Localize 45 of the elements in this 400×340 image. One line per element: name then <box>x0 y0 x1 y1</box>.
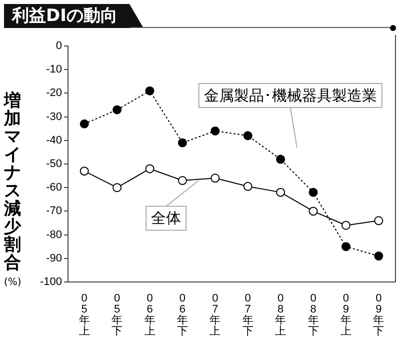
x-tick-label: 08年上 <box>275 292 286 338</box>
point <box>210 126 220 136</box>
point <box>145 86 154 96</box>
point <box>145 164 154 174</box>
point <box>341 242 350 252</box>
x-tick-label: 09年上 <box>340 292 352 338</box>
y-tick-label: -30 <box>46 110 62 123</box>
text: 増加マイナス減少割合(%) <box>4 91 22 288</box>
point <box>243 131 252 140</box>
point <box>276 154 286 164</box>
y-tick-label: -90 <box>46 252 62 264</box>
x-tick-label: 05年上 <box>78 292 90 338</box>
point <box>178 138 187 148</box>
x-tick-label: 06年上 <box>144 292 156 338</box>
point <box>243 182 252 191</box>
point <box>308 188 318 197</box>
x-tick-label: 06年下 <box>176 292 188 338</box>
y-tick-label: -80 <box>46 228 62 241</box>
point <box>210 174 220 183</box>
point <box>178 176 187 186</box>
point <box>374 252 384 261</box>
y-tick-label: -10 <box>46 64 62 76</box>
point <box>80 119 89 128</box>
point <box>112 183 122 192</box>
point <box>276 188 286 197</box>
series-label: 全体 <box>151 209 182 228</box>
y-tick-label: -100 <box>40 276 62 288</box>
x-tick-label: 07年上 <box>210 292 221 338</box>
x-tick-label: 09年下 <box>373 292 384 338</box>
y-tick-label: 0 <box>56 40 62 52</box>
y-tick-label: -60 <box>46 182 62 194</box>
y-tick-label: -40 <box>46 134 62 146</box>
series-label: 金属製品･機械器具製造業 <box>204 86 377 104</box>
x-tick-label: 08年下 <box>308 292 319 338</box>
point <box>112 105 122 114</box>
point <box>341 220 350 230</box>
y-tick-label: -20 <box>46 87 62 100</box>
y-tick-label: -50 <box>46 158 62 170</box>
chart-title: 利益DIの動向 <box>4 4 144 28</box>
y-tick-label: -70 <box>46 205 62 218</box>
point <box>308 206 318 216</box>
x-tick-label: 05年下 <box>112 292 123 338</box>
point <box>80 166 89 176</box>
point <box>374 216 384 226</box>
x-tick-label: 07年下 <box>242 292 254 338</box>
